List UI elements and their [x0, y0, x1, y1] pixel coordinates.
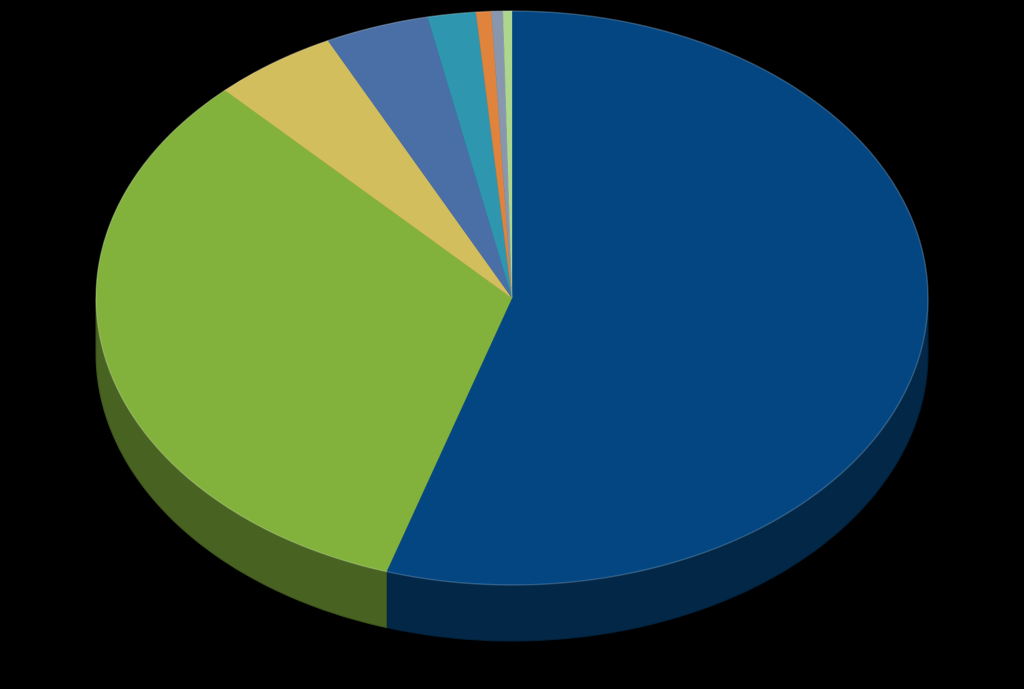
pie-slice-6: [475, 10, 513, 299]
pie-slice-5: [426, 11, 513, 299]
pie-slice-1: [385, 10, 929, 586]
pie-slice-2: [95, 89, 513, 573]
pie-top-faces: [95, 10, 929, 586]
pie-slice-4: [327, 16, 513, 299]
pie-slice-3: [224, 39, 513, 299]
pie-slice-7: [490, 10, 513, 299]
pie-slice-8: [502, 10, 513, 299]
pie-rim-highlight: [95, 10, 929, 586]
